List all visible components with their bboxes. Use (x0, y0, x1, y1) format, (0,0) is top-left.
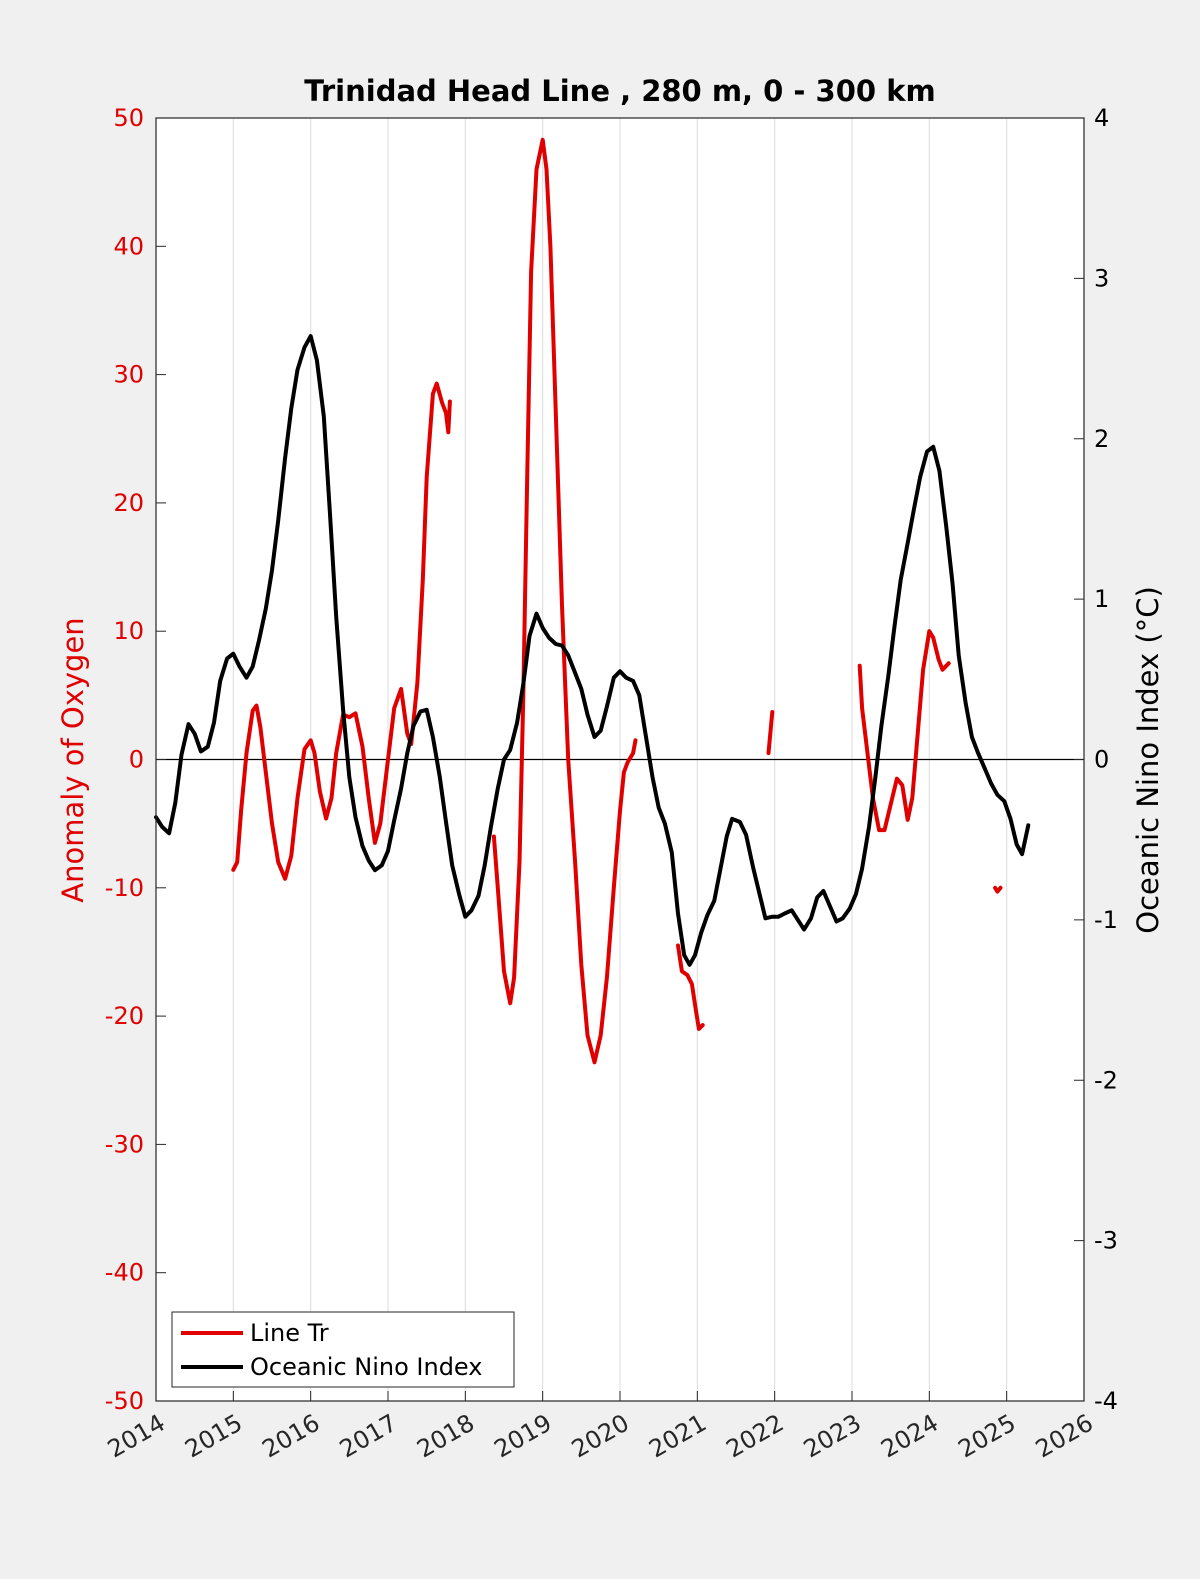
left-y-tick-label: 40 (113, 232, 144, 260)
chart-title: Trinidad Head Line , 280 m, 0 - 300 km (304, 74, 935, 108)
legend-box (171, 1311, 515, 1388)
left-y-tick-label: 20 (113, 489, 144, 517)
x-tick-label: 2019 (490, 1409, 557, 1464)
x-tick-label: 2021 (644, 1409, 711, 1464)
x-tick-label: 2014 (103, 1409, 170, 1464)
x-tick-label: 2025 (954, 1409, 1021, 1464)
x-tick-label: 2018 (412, 1409, 479, 1464)
x-tick-label: 2024 (876, 1409, 943, 1464)
series-line-segment (766, 710, 775, 756)
x-tick-label: 2023 (799, 1409, 866, 1464)
right-axis-title: Oceanic Nino Index (°C) (1131, 586, 1165, 934)
left-y-axis: -50 -40 -30 -20 -10 0 10 20 30 40 50 (105, 104, 166, 1415)
right-y-tick-label: -3 (1094, 1227, 1118, 1255)
x-axis: 2014 2015 2016 2017 2018 2019 2020 2021 2022 2023… (103, 1391, 1098, 1463)
x-tick-label: 2017 (335, 1409, 402, 1464)
right-y-tick-label: 0 (1094, 746, 1109, 774)
right-y-tick-label: 3 (1094, 264, 1109, 292)
right-y-axis: -4 -3 -2 -1 0 1 2 3 4 (1074, 104, 1118, 1415)
x-tick-label: 2026 (1031, 1409, 1098, 1464)
left-y-tick-label: -20 (105, 1002, 144, 1030)
legend: Line Tr Oceanic Nino Index (171, 1311, 515, 1388)
series-layer (154, 137, 1031, 1065)
x-tick-label: 2016 (258, 1409, 325, 1464)
right-y-tick-label: 1 (1094, 585, 1109, 613)
legend-label-line-tr: Line Tr (250, 1319, 329, 1347)
x-tick-label: 2022 (722, 1409, 789, 1464)
left-y-tick-label: -50 (105, 1387, 144, 1415)
left-y-tick-label: 50 (113, 104, 144, 132)
legend-label-oni: Oceanic Nino Index (250, 1353, 482, 1381)
left-axis-title: Anomaly of Oxygen (56, 617, 90, 902)
x-tick-label: 2020 (567, 1409, 634, 1464)
left-y-tick-label: 10 (113, 617, 144, 645)
series-line-segment (993, 885, 1003, 894)
right-y-tick-label: 2 (1094, 425, 1109, 453)
series-line-segment (154, 334, 1031, 967)
right-y-tick-label: -4 (1094, 1387, 1118, 1415)
left-y-tick-label: 0 (129, 746, 144, 774)
series-line-segment (676, 943, 705, 1031)
right-y-tick-label: -1 (1094, 906, 1118, 934)
left-y-tick-label: -40 (105, 1259, 144, 1287)
left-y-tick-label: -30 (105, 1130, 144, 1158)
left-y-tick-label: 30 (113, 361, 144, 389)
x-tick-label: 2015 (180, 1409, 247, 1464)
right-y-tick-label: -2 (1094, 1066, 1118, 1094)
series-line-segment (491, 137, 638, 1065)
right-y-tick-label: 4 (1094, 104, 1109, 132)
left-y-tick-label: -10 (105, 874, 144, 902)
series-oceanic-nino-index (154, 334, 1031, 967)
